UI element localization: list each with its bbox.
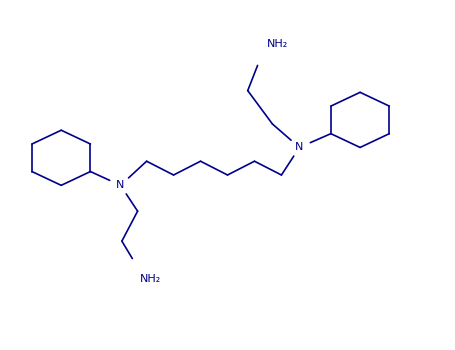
Text: N: N [116, 180, 125, 190]
Text: NH₂: NH₂ [267, 39, 288, 49]
Text: N: N [295, 142, 303, 153]
Text: NH₂: NH₂ [140, 274, 161, 284]
